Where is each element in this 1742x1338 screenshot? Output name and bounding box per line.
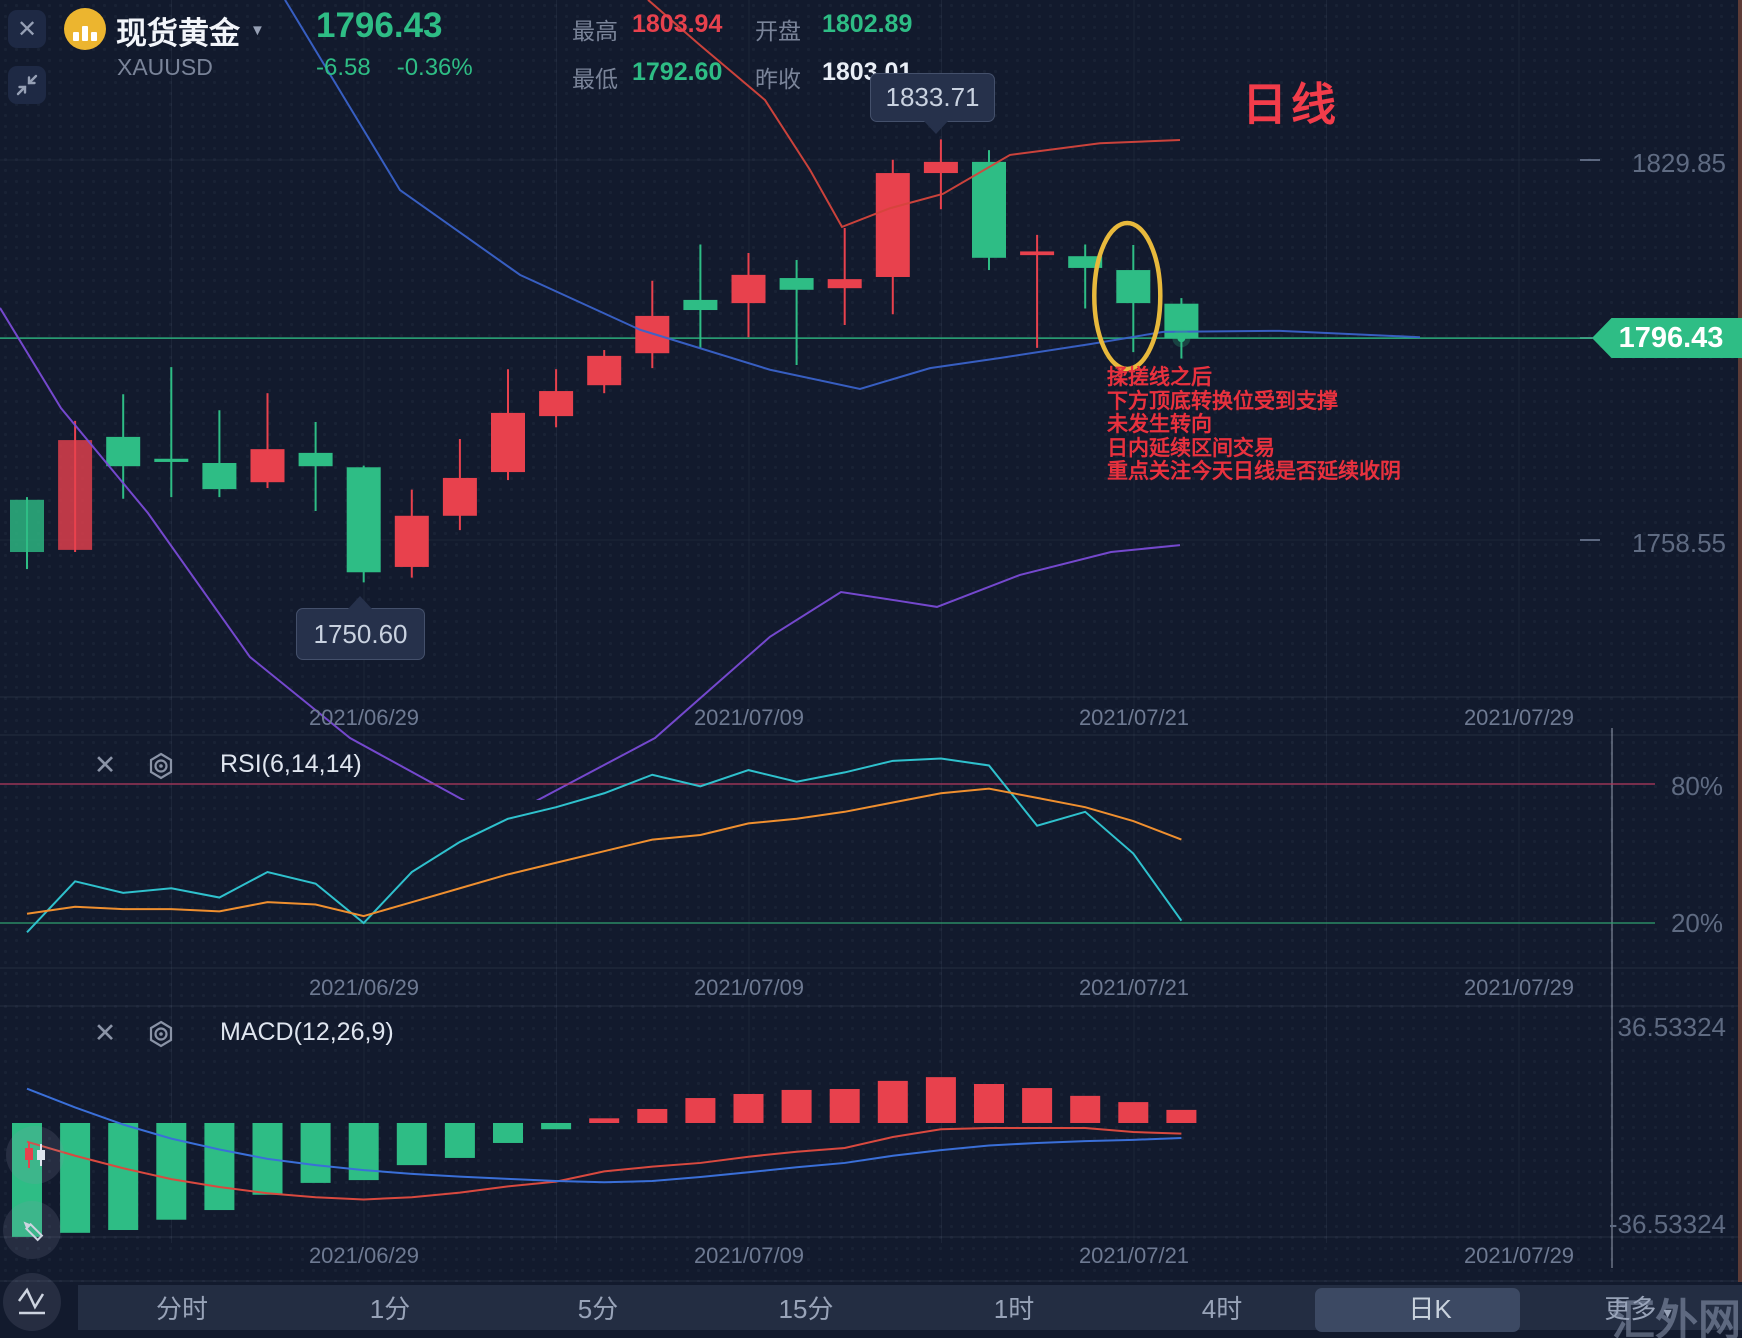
symbol-code: XAUUSD (117, 54, 213, 80)
macd-level-bottom: -36.53324 (1608, 1209, 1726, 1239)
kline-icon (25, 1142, 45, 1168)
main-axis-label-bottom: 1758.55 (1632, 528, 1726, 558)
symbol-name: 现货黄金 (116, 16, 240, 51)
high-label: 最高 (572, 18, 618, 44)
main-date-3: 2021/07/21 (1078, 705, 1190, 730)
macd-level-top: 36.53324 (1617, 1012, 1726, 1042)
tab-more[interactable]: 更多 ▾ (1604, 1294, 1672, 1324)
main-date-1: 2021/06/29 (308, 705, 420, 730)
high-price-tooltip: 1833.71 (870, 73, 995, 134)
pulse-line-icon (17, 1287, 45, 1315)
pencil-icon (23, 1221, 44, 1242)
tab-1min[interactable]: 1分 (369, 1294, 411, 1324)
tab-fenshi[interactable]: 分时 (155, 1294, 208, 1324)
analyst-annotation: 揉搓线之后 下方顶底转换位受到支撑 未发生转向 日内延续区间交易 重点关注今天日… (1107, 366, 1401, 483)
collapse-button[interactable] (8, 66, 46, 104)
prev-close-label: 昨收 (755, 66, 801, 92)
macd-title: MACD(12,26,9) (220, 1018, 394, 1046)
macd-settings-icon[interactable] (146, 1019, 176, 1054)
macd-date-2: 2021/07/09 (693, 1243, 805, 1268)
tab-1hour[interactable]: 1时 (993, 1294, 1035, 1324)
chevron-down-icon: ▾ (1663, 1305, 1672, 1322)
tab-daily[interactable]: 日K (1408, 1294, 1452, 1324)
tooltip-pointer (923, 120, 949, 134)
macd-date-1: 2021/06/29 (308, 1243, 420, 1268)
macd-date-4: 2021/07/29 (1463, 1243, 1575, 1268)
rsi-level-20: 20% (1670, 908, 1723, 938)
main-axis-label-top: 1829.85 (1632, 148, 1726, 178)
open-label: 开盘 (755, 18, 801, 44)
period-annotation: 日线 (1242, 79, 1341, 130)
low-label: 最低 (572, 66, 618, 92)
rsi-close-icon[interactable]: ✕ (93, 750, 117, 780)
close-icon: ✕ (16, 15, 38, 43)
rsi-date-2: 2021/07/09 (693, 975, 805, 1000)
close-button[interactable]: ✕ (8, 10, 46, 48)
gold-coin-icon (64, 8, 106, 50)
macd-close-icon[interactable]: ✕ (93, 1018, 117, 1048)
chevron-down-icon: ▼ (250, 22, 265, 39)
timeframe-toolbar: 分时 1分 5分 15分 1时 4时 日K 更多 ▾ (78, 1285, 1742, 1330)
rsi-title: RSI(6,14,14) (220, 750, 362, 778)
rsi-date-3: 2021/07/21 (1078, 975, 1190, 1000)
macd-date-3: 2021/07/21 (1078, 1243, 1190, 1268)
last-price: 1796.43 (316, 6, 443, 45)
open-value: 1802.89 (822, 10, 913, 38)
world-map-dot-background (0, 0, 1742, 1282)
rsi-date-4: 2021/07/29 (1463, 975, 1575, 1000)
tab-5min[interactable]: 5分 (577, 1294, 619, 1324)
tab-15min[interactable]: 15分 (778, 1294, 834, 1324)
draw-tool-button[interactable] (3, 1201, 61, 1259)
current-price-tag: 1796.43 (1592, 318, 1742, 358)
collapse-arrows-icon (16, 74, 38, 96)
site-watermark: 汇外网 (1612, 1297, 1741, 1338)
symbol-selector[interactable]: 现货黄金 ▼ (116, 8, 265, 53)
price-change: -6.58 (316, 54, 371, 81)
line-chart-button[interactable] (3, 1273, 61, 1331)
rsi-level-80: 80% (1670, 771, 1723, 801)
main-date-2: 2021/07/09 (693, 705, 805, 730)
high-value: 1803.94 (632, 10, 723, 38)
price-change-pct: -0.36% (396, 54, 473, 81)
main-date-4: 2021/07/29 (1463, 705, 1575, 730)
tab-4hour[interactable]: 4时 (1201, 1294, 1243, 1324)
kline-style-button[interactable] (6, 1126, 64, 1184)
rsi-date-1: 2021/06/29 (308, 975, 420, 1000)
rsi-settings-icon[interactable] (146, 751, 176, 786)
tooltip-pointer (347, 596, 373, 610)
low-value: 1792.60 (632, 58, 723, 86)
low-price-tooltip: 1750.60 (296, 596, 425, 660)
active-tab-highlight (1315, 1288, 1520, 1332)
